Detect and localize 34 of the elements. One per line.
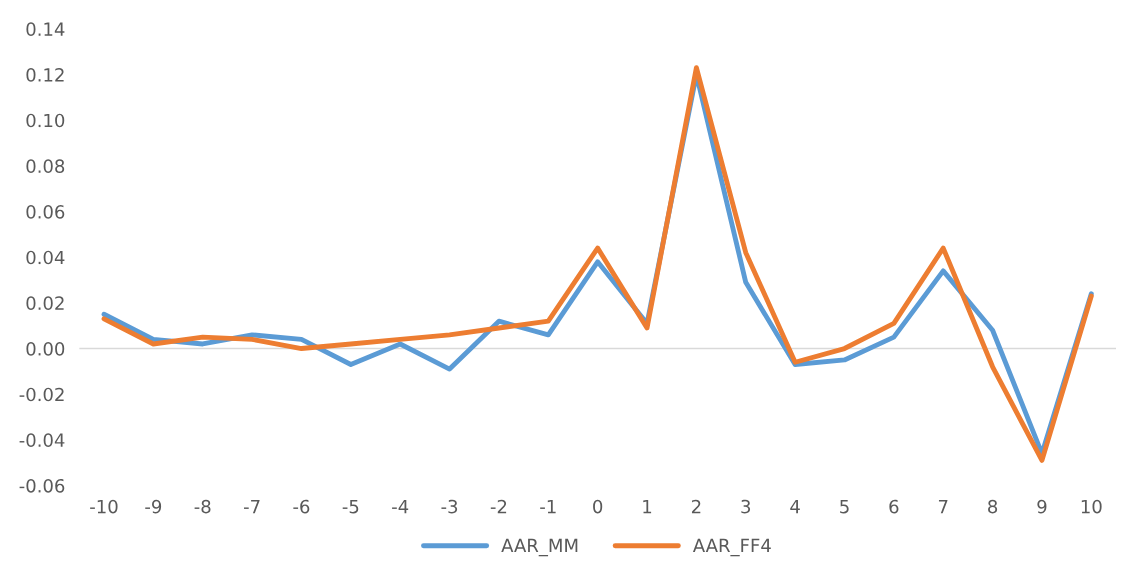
x-tick-label: 8 [988, 499, 998, 514]
legend-label: AAR_MM [501, 538, 578, 557]
x-tick-label: 2 [691, 499, 701, 514]
x-tick-label: -2 [490, 499, 507, 514]
x-tick-label: 3 [741, 499, 751, 514]
x-tick-label: 1 [643, 499, 652, 514]
y-tick-label: 0.04 [26, 250, 65, 265]
y-tick-label: -0.06 [19, 478, 65, 493]
x-tick-label: -6 [293, 499, 310, 514]
y-tick-label: 0.02 [26, 296, 64, 310]
x-tick-label: 6 [889, 499, 899, 514]
y-tick-label: 0.14 [26, 22, 65, 37]
x-tick-label: -5 [342, 499, 359, 514]
x-tick-label: -9 [145, 499, 162, 514]
y-tick-label: 0.00 [26, 341, 65, 356]
legend-label: AAR_FF4 [692, 538, 771, 557]
x-tick-label: 7 [938, 499, 948, 514]
x-tick-label: -1 [540, 499, 556, 514]
x-tick-label: -8 [194, 499, 211, 514]
y-tick-label: -0.02 [19, 387, 64, 402]
x-tick-label: -7 [243, 499, 260, 514]
y-tick-label: 0.12 [26, 68, 64, 82]
y-tick-label: -0.04 [19, 433, 65, 447]
x-tick-label: -4 [392, 499, 409, 514]
x-tick-label: -10 [90, 499, 118, 514]
y-tick-label: 0.10 [26, 113, 65, 128]
y-tick-label: 0.08 [26, 159, 65, 173]
x-tick-label: 4 [790, 499, 800, 514]
x-tick-label: 5 [840, 499, 849, 514]
x-tick-label: 0 [593, 499, 603, 514]
x-tick-label: 9 [1037, 499, 1047, 514]
y-tick-label: 0.06 [26, 205, 65, 219]
x-tick-label: -3 [441, 499, 458, 514]
x-tick-label: 10 [1081, 499, 1102, 514]
